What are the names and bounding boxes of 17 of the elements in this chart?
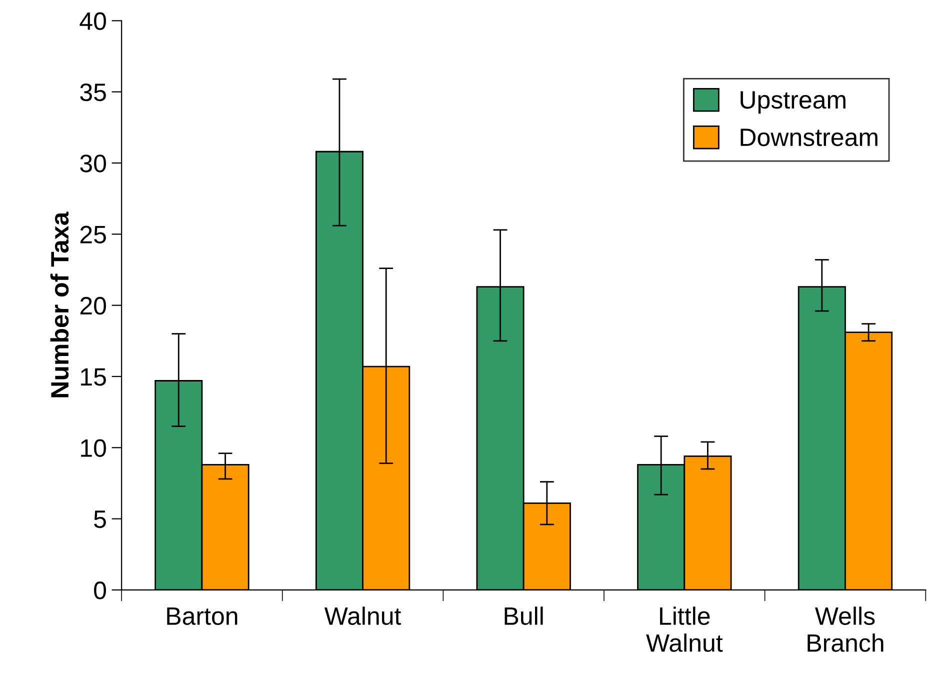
x-tick-label: Little Walnut bbox=[646, 606, 723, 652]
y-tick-label: 30 bbox=[80, 154, 106, 172]
y-tick-label: 10 bbox=[81, 439, 106, 457]
x-tick-label: Wells Branch bbox=[808, 606, 884, 652]
y-tick-label: 5 bbox=[94, 510, 106, 528]
y-tick-label: 15 bbox=[81, 368, 106, 386]
x-tick-label: Walnut bbox=[324, 606, 402, 625]
legend-label: Upstream bbox=[740, 91, 846, 114]
x-tick-label: Bull bbox=[504, 606, 543, 625]
y-tick-label: 0 bbox=[94, 582, 106, 600]
y-tick-label: 25 bbox=[80, 226, 106, 244]
x-tick-label: Barton bbox=[167, 608, 238, 625]
y-axis-title: Number of Taxa bbox=[50, 212, 69, 398]
y-tick-label: 35 bbox=[80, 83, 106, 102]
y-tick-label: 40 bbox=[80, 12, 106, 30]
legend-label: Downstream bbox=[740, 128, 878, 146]
y-tick-label: 20 bbox=[80, 296, 106, 315]
